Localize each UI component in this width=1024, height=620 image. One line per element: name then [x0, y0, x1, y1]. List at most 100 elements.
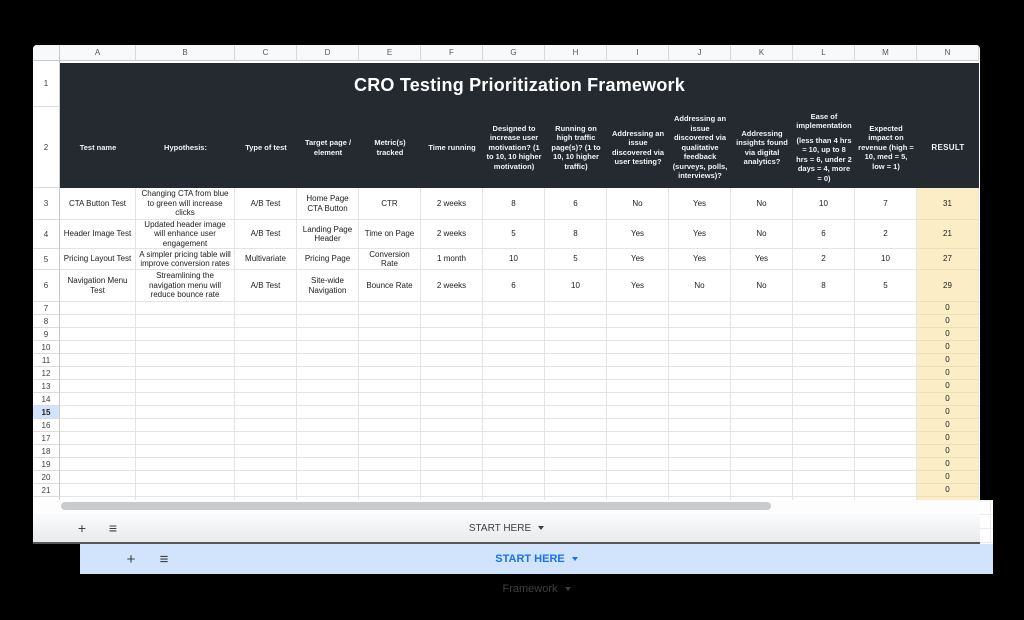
cell-C11[interactable]	[235, 354, 297, 367]
cell-A11[interactable]	[60, 354, 136, 367]
cell-J6[interactable]: No	[669, 270, 731, 302]
header-cell-j2[interactable]: Addressing an issue discovered via quali…	[669, 107, 731, 188]
cell-E21[interactable]	[359, 484, 421, 497]
cell-I10[interactable]	[607, 341, 669, 354]
cell-C7[interactable]	[235, 302, 297, 315]
cell-L8[interactable]	[793, 315, 855, 328]
column-header-a[interactable]: A	[60, 45, 136, 61]
cell-K21[interactable]	[731, 484, 793, 497]
cell-C4[interactable]: A/B Test	[235, 220, 297, 249]
cell-J13[interactable]	[669, 380, 731, 393]
cell-G4[interactable]: 5	[483, 220, 545, 249]
cell-G8[interactable]	[483, 315, 545, 328]
cell-H11[interactable]	[545, 354, 607, 367]
cell-B14[interactable]	[136, 393, 235, 406]
cell-H3[interactable]: 6	[545, 188, 607, 220]
cell-E7[interactable]	[359, 302, 421, 315]
cell-C14[interactable]	[235, 393, 297, 406]
column-header-e[interactable]: E	[359, 45, 421, 61]
cell-H7[interactable]	[545, 302, 607, 315]
cell-K13[interactable]	[731, 380, 793, 393]
row-header-5[interactable]: 5	[33, 249, 60, 270]
cell-K17[interactable]	[731, 432, 793, 445]
cell-N16[interactable]: 0	[917, 419, 979, 432]
cell-L5[interactable]: 2	[793, 249, 855, 270]
cell-G12[interactable]	[483, 367, 545, 380]
cell-D21[interactable]	[297, 484, 359, 497]
cell-C20[interactable]	[235, 471, 297, 484]
cell-D8[interactable]	[297, 315, 359, 328]
cell-H15[interactable]	[545, 406, 607, 419]
cell-I4[interactable]: Yes	[607, 220, 669, 249]
cell-K10[interactable]	[731, 341, 793, 354]
row-header-19[interactable]: 19	[33, 458, 60, 471]
sheet-tab-start-here[interactable]: START HERE	[33, 513, 980, 542]
cell-G16[interactable]	[483, 419, 545, 432]
cell-B10[interactable]	[136, 341, 235, 354]
cell-F19[interactable]	[421, 458, 483, 471]
cell-K18[interactable]	[731, 445, 793, 458]
cell-J20[interactable]	[669, 471, 731, 484]
cell-C3[interactable]: A/B Test	[235, 188, 297, 220]
cell-M7[interactable]	[855, 302, 917, 315]
cell-K14[interactable]	[731, 393, 793, 406]
column-header-m[interactable]: M	[855, 45, 917, 61]
cell-C6[interactable]: A/B Test	[235, 270, 297, 302]
cell-I21[interactable]	[607, 484, 669, 497]
cell-K11[interactable]	[731, 354, 793, 367]
cell-A15[interactable]	[60, 406, 136, 419]
column-header-j[interactable]: J	[669, 45, 731, 61]
cell-G20[interactable]	[483, 471, 545, 484]
cell-N15[interactable]: 0	[917, 406, 979, 419]
cell-H9[interactable]	[545, 328, 607, 341]
row-header-9[interactable]: 9	[33, 328, 60, 341]
row-header-11[interactable]: 11	[33, 354, 60, 367]
cell-A14[interactable]	[60, 393, 136, 406]
column-header-l[interactable]: L	[793, 45, 855, 61]
cell-L11[interactable]	[793, 354, 855, 367]
cell-F5[interactable]: 1 month	[421, 249, 483, 270]
column-header-g[interactable]: G	[483, 45, 545, 61]
cell-E10[interactable]	[359, 341, 421, 354]
cell-M17[interactable]	[855, 432, 917, 445]
cell-G18[interactable]	[483, 445, 545, 458]
column-header-n[interactable]: N	[917, 45, 979, 61]
cell-F6[interactable]: 2 weeks	[421, 270, 483, 302]
header-cell-g2[interactable]: Designed to increase user motivation? (1…	[483, 107, 545, 188]
cell-D18[interactable]	[297, 445, 359, 458]
cell-F11[interactable]	[421, 354, 483, 367]
cell-F10[interactable]	[421, 341, 483, 354]
cell-A17[interactable]	[60, 432, 136, 445]
cell-F18[interactable]	[421, 445, 483, 458]
cell-A6[interactable]: Navigation Menu Test	[60, 270, 136, 302]
row-header-20[interactable]: 20	[33, 471, 60, 484]
cell-N17[interactable]: 0	[917, 432, 979, 445]
cell-G11[interactable]	[483, 354, 545, 367]
header-cell-f2[interactable]: Time running	[421, 107, 483, 188]
cell-D6[interactable]: Site-wide Navigation	[297, 270, 359, 302]
header-cell-a2[interactable]: Test name	[60, 107, 136, 188]
cell-A21[interactable]	[60, 484, 136, 497]
cell-J16[interactable]	[669, 419, 731, 432]
cell-F12[interactable]	[421, 367, 483, 380]
cell-L4[interactable]: 6	[793, 220, 855, 249]
cell-J3[interactable]: Yes	[669, 188, 731, 220]
cell-H16[interactable]	[545, 419, 607, 432]
cell-I9[interactable]	[607, 328, 669, 341]
cell-J7[interactable]	[669, 302, 731, 315]
cell-I11[interactable]	[607, 354, 669, 367]
cell-I6[interactable]: Yes	[607, 270, 669, 302]
cell-L3[interactable]: 10	[793, 188, 855, 220]
row-header-10[interactable]: 10	[33, 341, 60, 354]
cell-D14[interactable]	[297, 393, 359, 406]
sheet-tab-framework[interactable]: Framework	[33, 543, 980, 544]
cell-N19[interactable]: 0	[917, 458, 979, 471]
cell-K20[interactable]	[731, 471, 793, 484]
cell-J4[interactable]: Yes	[669, 220, 731, 249]
cell-B7[interactable]	[136, 302, 235, 315]
cell-B20[interactable]	[136, 471, 235, 484]
cell-J10[interactable]	[669, 341, 731, 354]
row-header-14[interactable]: 14	[33, 393, 60, 406]
cell-I8[interactable]	[607, 315, 669, 328]
cell-N7[interactable]: 0	[917, 302, 979, 315]
